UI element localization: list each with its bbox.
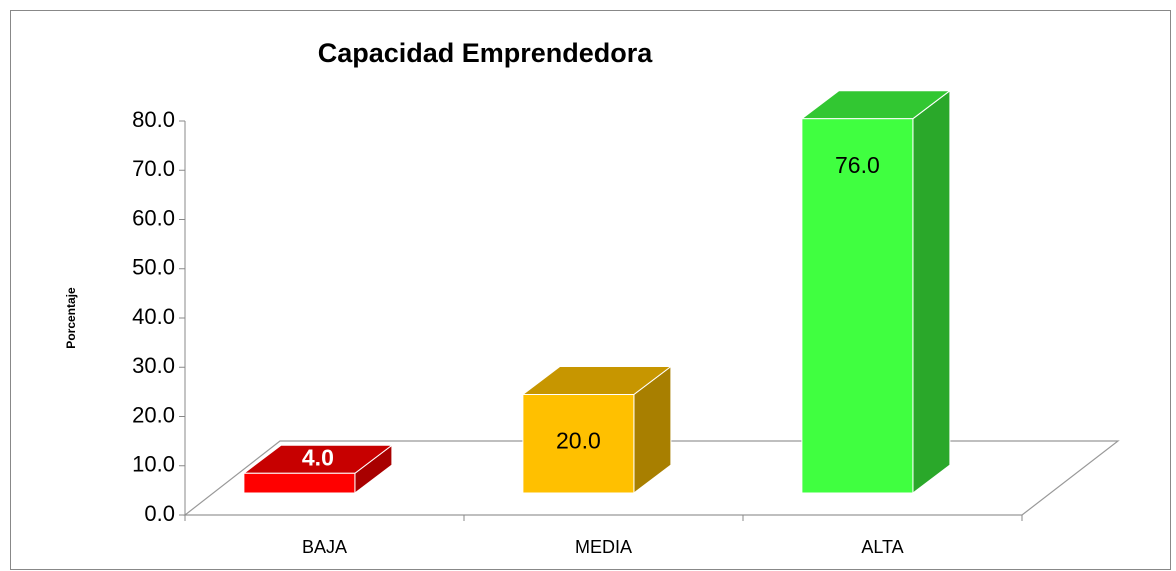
y-tick-label: 40.0 [132, 304, 175, 329]
y-tick-label: 50.0 [132, 255, 175, 280]
y-axis-label: Porcentaje [64, 287, 78, 349]
chart-title: Capacidad Emprendedora [318, 38, 654, 68]
data-label: 4.0 [302, 444, 334, 470]
y-tick-label: 20.0 [132, 402, 175, 427]
y-tick-label: 10.0 [132, 452, 175, 477]
x-tick-label: MEDIA [575, 537, 632, 557]
y-tick-label: 80.0 [132, 107, 175, 132]
x-tick-label: BAJA [302, 537, 347, 557]
y-tick-label: 70.0 [132, 156, 175, 181]
y-tick-label: 0.0 [144, 501, 175, 526]
data-label: 20.0 [556, 428, 601, 454]
bar [522, 394, 635, 494]
bar [243, 472, 356, 494]
data-label: 76.0 [835, 152, 880, 178]
x-tick-label: ALTA [861, 537, 903, 557]
y-tick-label: 60.0 [132, 205, 175, 230]
bar-side [912, 89, 951, 495]
bar [801, 118, 914, 494]
y-tick-label: 30.0 [132, 353, 175, 378]
